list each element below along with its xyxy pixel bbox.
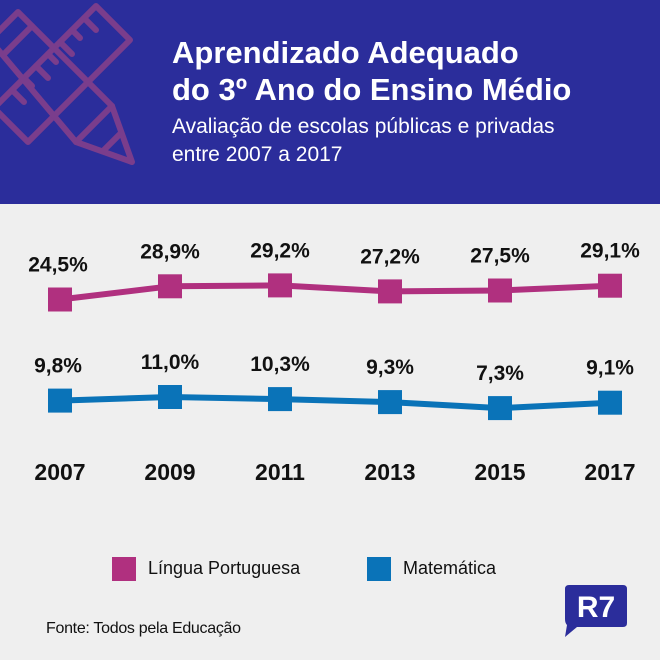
- x-tick-label-2: 2011: [255, 459, 305, 485]
- legend-label-math: Matemática: [403, 558, 497, 578]
- data-label-1-1: 11,0%: [141, 351, 200, 374]
- data-label-0-3: 27,2%: [360, 245, 420, 268]
- data-point-0-0: [48, 287, 72, 312]
- data-label-0-1: 28,9%: [140, 240, 200, 263]
- line-chart: 24,5% 28,9% 29,2% 27,2% 27,5% 29,1% 9,8% 11,0% 1…: [28, 239, 640, 485]
- data-label-0-5: 29,1%: [580, 240, 640, 263]
- x-tick-label-1: 2009: [144, 459, 195, 485]
- series-line-1: [59, 394, 611, 412]
- title-line-2: do 3º Ano do Ensino Médio: [172, 72, 572, 107]
- chart-subtitle: Avaliação de escolas públicas e privadas…: [172, 113, 642, 169]
- data-point-1-3: [378, 390, 402, 415]
- data-point-0-4: [488, 278, 512, 303]
- data-point-0-1: [158, 274, 182, 299]
- source-note: Fonte: Todos pela Educação: [46, 620, 241, 637]
- data-label-1-0: 9,8%: [34, 355, 82, 378]
- chart-area: 24,5% 28,9% 29,2% 27,2% 27,5% 29,1% 9,8% 11,0% 1…: [0, 204, 660, 604]
- x-tick-label-5: 2017: [584, 459, 635, 485]
- data-point-1-0: [48, 388, 72, 413]
- data-point-0-5: [598, 273, 622, 298]
- data-label-1-4: 7,3%: [476, 362, 524, 385]
- data-label-1-5: 9,1%: [586, 357, 634, 380]
- legend-swatch-math: [367, 557, 391, 581]
- r7-logo: R7: [565, 585, 627, 637]
- data-point-0-2: [268, 273, 292, 298]
- x-tick-label-0: 2007: [34, 459, 85, 485]
- legend-label-portuguese: Língua Portuguesa: [148, 558, 301, 578]
- series-line-0: [59, 282, 611, 303]
- data-label-1-3: 9,3%: [366, 356, 414, 379]
- data-point-1-5: [598, 390, 622, 415]
- data-label-0-4: 27,5%: [470, 245, 530, 268]
- data-label-0-2: 29,2%: [250, 239, 310, 262]
- r7-logo-text: R7: [577, 591, 615, 624]
- legend: Língua Portuguesa Matemática: [0, 550, 660, 590]
- subtitle-line-2: entre 2007 a 2017: [172, 143, 343, 166]
- chart-title: Aprendizado Adequado do 3º Ano do Ensino…: [172, 34, 642, 108]
- ruler-pencil-crossed-icon: [0, 3, 135, 165]
- data-point-1-2: [268, 387, 292, 412]
- title-line-1: Aprendizado Adequado: [172, 35, 519, 70]
- x-tick-label-3: 2013: [364, 459, 415, 485]
- data-point-1-1: [158, 385, 182, 409]
- data-point-0-3: [378, 279, 402, 304]
- data-point-1-4: [488, 396, 512, 421]
- header-banner: Aprendizado Adequado do 3º Ano do Ensino…: [0, 0, 660, 204]
- x-tick-label-4: 2015: [474, 459, 525, 485]
- data-label-0-0: 24,5%: [28, 254, 88, 277]
- legend-swatch-portuguese: [112, 557, 136, 581]
- subtitle-line-1: Avaliação de escolas públicas e privadas: [172, 115, 555, 138]
- data-label-1-2: 10,3%: [250, 353, 310, 376]
